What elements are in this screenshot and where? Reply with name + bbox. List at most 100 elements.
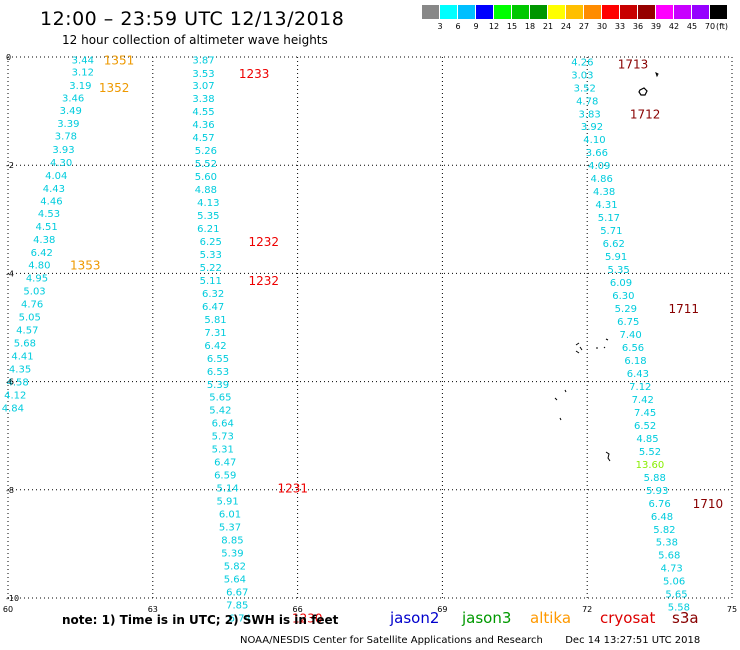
wave-height-value: 3.78 [55,131,77,142]
color-scale-label: 12 [488,22,500,31]
wave-height-value: 5.60 [195,172,217,183]
wave-height-value: 4.36 [192,120,214,131]
y-axis-ticks: 0 -2 -4 -6 -8 -10 [6,53,19,603]
wave-height-value: 5.88 [644,473,666,484]
wave-height-value: 4.85 [636,434,658,445]
color-swatch [692,5,709,19]
wave-height-value: 4.57 [16,326,38,337]
color-scale-label: 3 [437,22,443,31]
wave-height-value: 5.42 [209,406,231,417]
wave-height-value: 5.26 [195,146,217,157]
wave-height-value: 4.95 [26,274,48,285]
wave-height-value: 5.11 [200,276,222,287]
pass-time-label: 1232 [249,274,280,288]
wave-height-value: 4.55 [192,107,214,118]
wave-height-value: 4.10 [583,135,605,146]
pass-time-label: 1351 [104,54,135,68]
satellite-tracks: 3.443.12 3.19 3.463.49 3.393.78 3.93 4.30 4.04… [2,56,690,625]
wave-height-value: 5.37 [219,523,241,534]
wave-height-value: 3.44 [72,56,94,67]
color-scale-label: 30 [596,22,608,31]
color-scale-label: 70 [704,22,716,31]
wave-height-value: 5.17 [598,213,620,224]
wave-height-value: 5.35 [607,265,629,276]
wave-height-value: 6.42 [204,341,226,352]
wave-height-value: 5.35 [197,211,219,222]
satellite-legend-jason3: jason3 [462,609,512,627]
color-scale-label: 33 [614,22,626,31]
wave-height-value: 5.39 [221,549,243,560]
color-scale-label: 15 [506,22,518,31]
wave-height-value: 5.91 [605,252,627,263]
wave-height-value: 5.29 [615,304,637,315]
wave-height-value: 4.73 [661,564,683,575]
wave-height-value: 4.30 [50,158,72,169]
satellite-legend-cryosat: cryosat [600,609,656,627]
pass-time-labels: 1351 1352 1353 1233 1232 1232 1231 1230 1713 1712… [70,54,723,626]
wave-height-value: 4.26 [571,57,593,68]
wave-height-value: 3.53 [192,69,214,80]
wave-height-value: 7.12 [629,382,651,393]
pass-time-label: 1353 [70,259,101,273]
color-scale-label: 18 [524,22,536,31]
color-scale-label: 6 [455,22,461,31]
pass-time-label: 1230 [292,611,323,625]
island-outlines [554,72,659,462]
color-swatch [512,5,529,19]
wave-height-value: 4.76 [21,300,43,311]
wave-height-value: 6.62 [603,239,625,250]
wave-height-value: 5.71 [600,226,622,237]
wave-height-value: 6.64 [212,419,234,430]
satellite-legend-altika: altika [530,609,572,627]
wave-height-value: 5.81 [204,315,226,326]
wave-height-value: 6.67 [226,588,248,599]
y-tick-label: -4 [6,269,14,278]
wave-height-value: 6.52 [634,421,656,432]
wave-height-value: 5.06 [663,577,685,588]
color-swatch [494,5,511,19]
wave-height-value: 3.39 [57,119,79,130]
wave-height-value: 5.82 [653,525,675,536]
wave-height-value: 4.38 [593,187,615,198]
color-swatch [548,5,565,19]
wave-height-value: 5.52 [195,159,217,170]
wave-height-value: 6.56 [622,343,644,354]
pass-time-label: 1712 [630,107,661,121]
lat-lon-grid [7,56,733,599]
pass-time-label: 1231 [277,482,308,496]
color-scale-label: 36 [632,22,644,31]
wave-height-value: 3.52 [574,83,596,94]
wave-height-value: 5.14 [216,484,238,495]
color-swatch [584,5,601,19]
wave-height-value: 3.49 [60,106,82,117]
wave-height-value: 4.09 [588,161,610,172]
pass-time-label: 1710 [693,497,724,511]
pass-time-label: 1711 [668,302,699,316]
wave-height-value: 5.05 [19,313,41,324]
color-swatch [530,5,547,19]
wave-height-value: 6.48 [651,512,673,523]
wave-height-value: 5.91 [216,497,238,508]
wave-height-value: 5.33 [200,250,222,261]
wave-height-value: 4.88 [195,185,217,196]
color-swatch [458,5,475,19]
wave-height-value: 5.64 [224,575,246,586]
color-swatch [638,5,655,19]
x-tick-label: 75 [727,605,737,614]
wave-height-value: 5.68 [14,339,36,350]
wave-height-value: 6.47 [214,458,236,469]
credit-text: NOAA/NESDIS Center for Satellite Applica… [240,635,543,646]
wave-height-value: 4.57 [192,133,214,144]
wave-height-value: 7.42 [632,395,654,406]
y-tick-label: 0 [6,53,11,62]
wave-height-value: 5.73 [212,432,234,443]
color-swatch [566,5,583,19]
wave-height-value: 3.12 [72,68,94,79]
wave-height-value: 7.85 [226,600,248,611]
x-tick-label: 60 [3,605,13,614]
wave-height-value: 6.09 [610,278,632,289]
wave-height-value: 6.74 [229,613,251,624]
wave-height-value: 4.04 [45,171,67,182]
color-scale-label: 45 [686,22,698,31]
wave-height-value: 5.93 [646,486,668,497]
